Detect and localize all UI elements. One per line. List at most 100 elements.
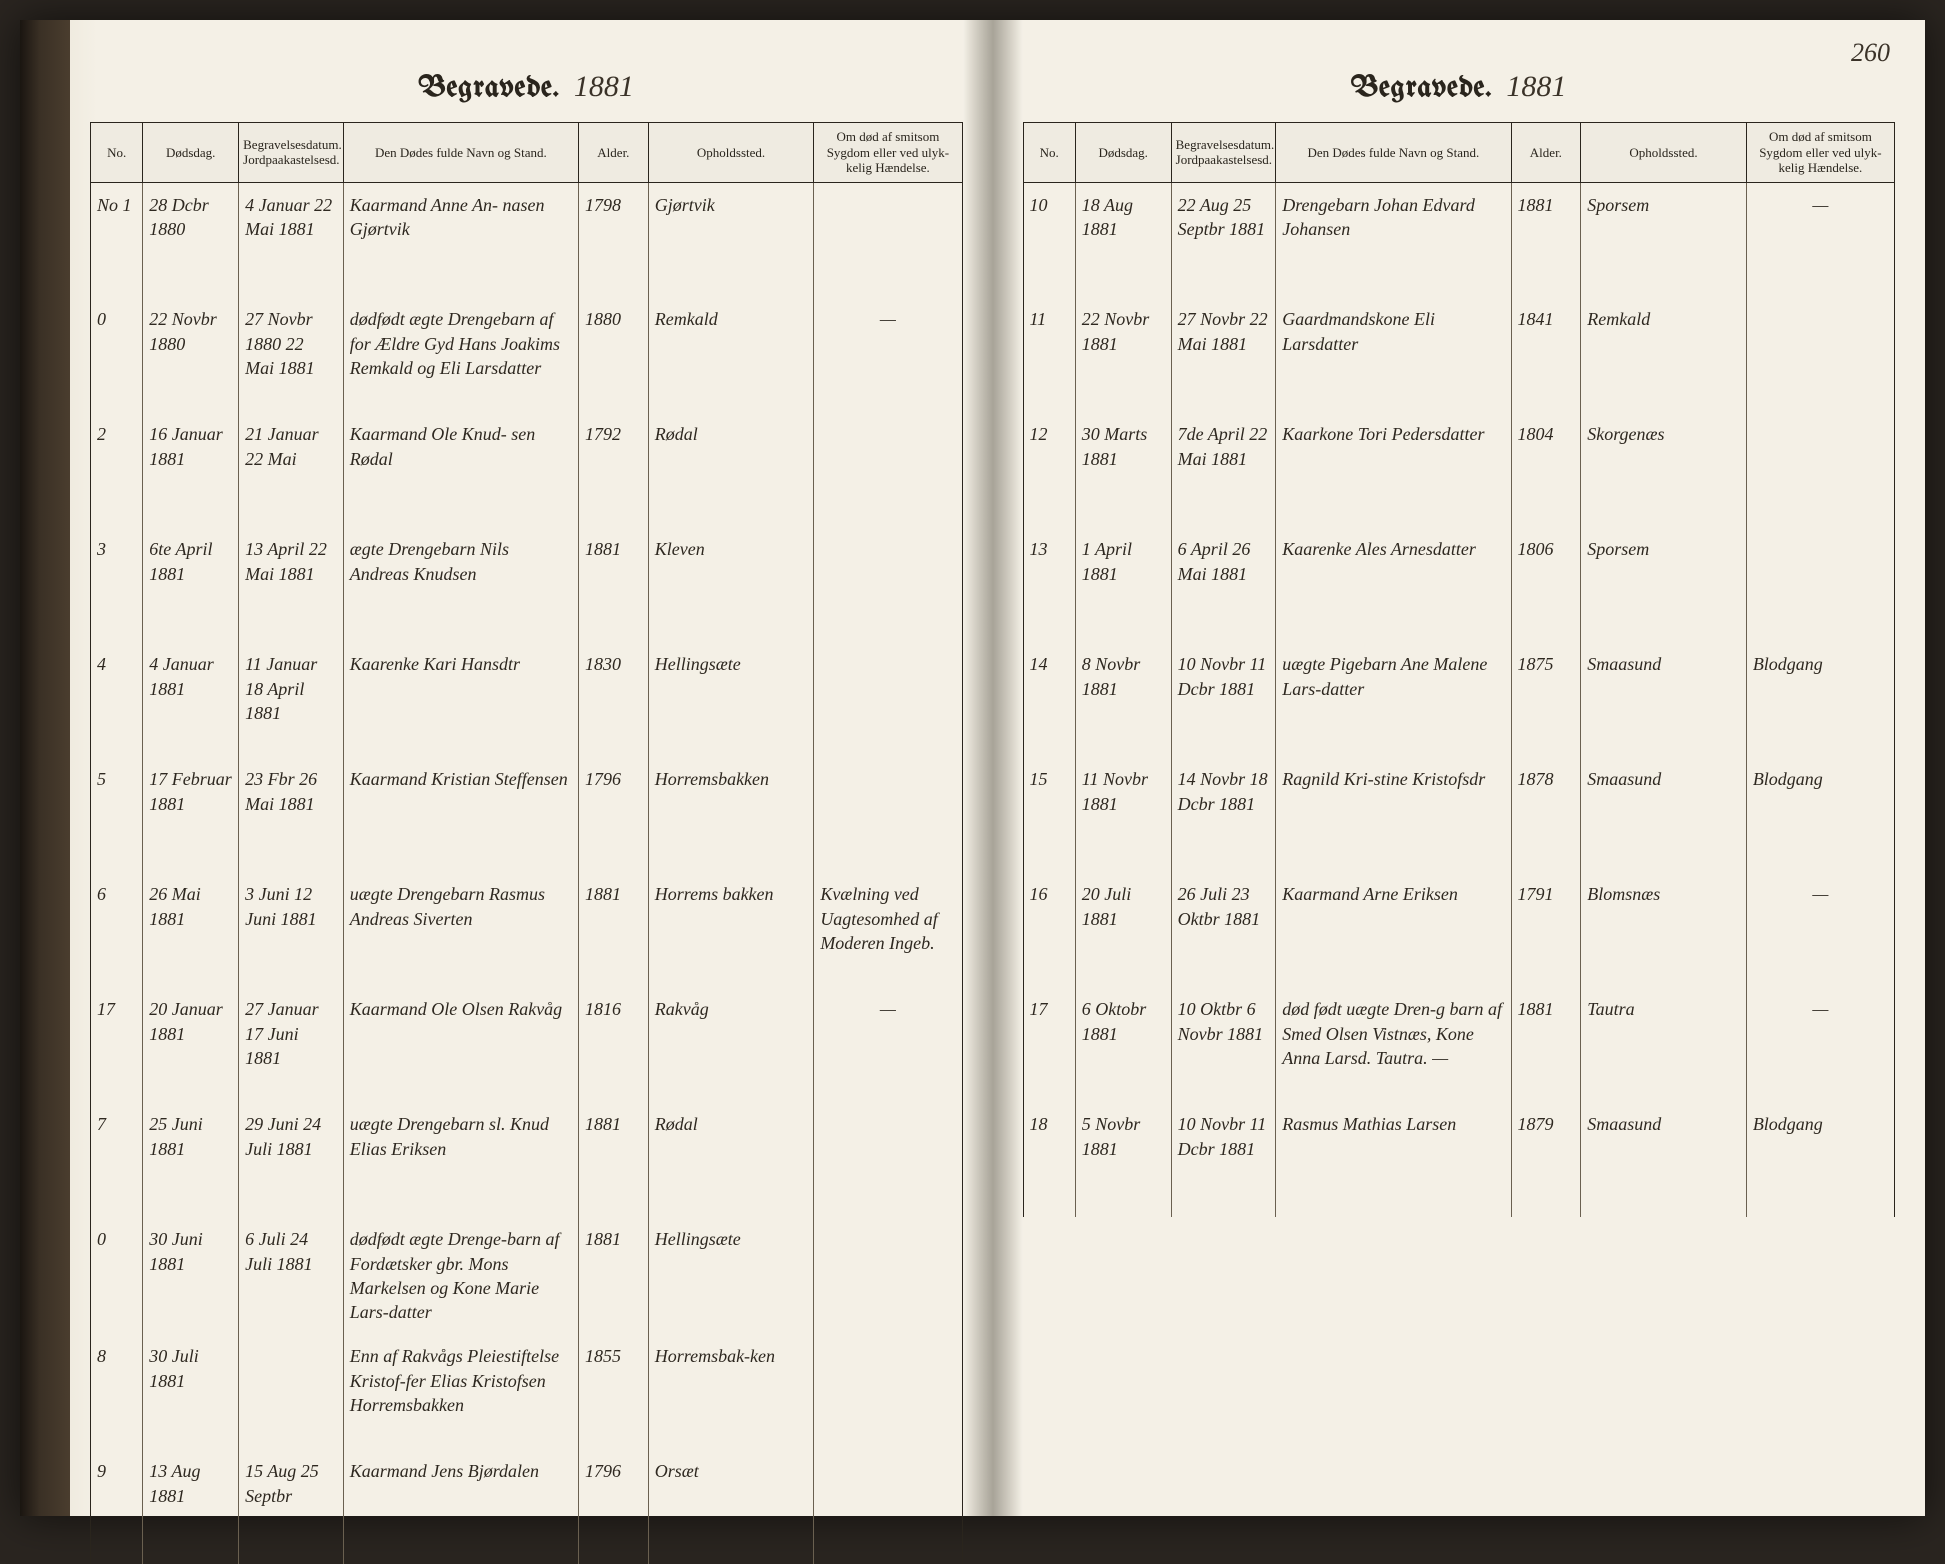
cell-name: Kaarkone Tori Pedersdatter	[1276, 412, 1511, 527]
page-title-row: Begravede. 1881	[1023, 70, 1896, 104]
cell-place: Smaasund	[1581, 1102, 1747, 1217]
cell-no: 18	[1023, 1102, 1075, 1217]
table-row: 1018 Aug 188122 Aug 25 Septbr 1881Drenge…	[1023, 182, 1895, 297]
cell-age: 1798	[579, 182, 649, 297]
cell-burialdate: 6 Juli 24 Juli 1881	[239, 1217, 344, 1334]
cell-name: ægte Drengebarn Nils Andreas Knudsen	[343, 527, 578, 642]
cell-note: —	[1746, 872, 1894, 987]
col-begrav: Begravelsesdatum. Jordpaakastelsesd.	[239, 123, 344, 183]
cell-note	[814, 642, 962, 757]
cell-place: Hellingsæte	[648, 1217, 814, 1334]
col-begrav: Begravelsesdatum. Jordpaakastelsesd.	[1171, 123, 1276, 183]
cell-name: Kaarenke Ales Arnesdatter	[1276, 527, 1511, 642]
table-row: 1122 Novbr 188127 Novbr 22 Mai 1881Gaard…	[1023, 297, 1895, 412]
cell-place: Horremsbak-ken	[648, 1334, 814, 1449]
table-row: 148 Novbr 188110 Novbr 11 Dcbr 1881uægte…	[1023, 642, 1895, 757]
col-opholds: Opholdssted.	[1581, 123, 1747, 183]
cell-name: uægte Drengebarn Rasmus Andreas Siverten	[343, 872, 578, 987]
table-row: 913 Aug 188115 Aug 25 SeptbrKaarmand Jen…	[91, 1449, 963, 1564]
cell-age: 1875	[1511, 642, 1581, 757]
cell-note	[814, 1102, 962, 1217]
cell-no: 9	[91, 1449, 143, 1564]
cell-age: 1881	[579, 1102, 649, 1217]
cell-place: Sporsem	[1581, 182, 1747, 297]
table-row: 1230 Marts 18817de April 22 Mai 1881Kaar…	[1023, 412, 1895, 527]
cell-burialdate: 10 Novbr 11 Dcbr 1881	[1171, 642, 1276, 757]
cell-deathdate: 25 Juni 1881	[143, 1102, 239, 1217]
col-navn: Den Dødes fulde Navn og Stand.	[343, 123, 578, 183]
cell-age: 1791	[1511, 872, 1581, 987]
cell-note: —	[1746, 987, 1894, 1102]
cell-note: —	[814, 297, 962, 412]
cell-deathdate: 5 Novbr 1881	[1075, 1102, 1171, 1217]
cell-place: Hellingsæte	[648, 642, 814, 757]
cell-note: Blodgang	[1746, 757, 1894, 872]
cell-burialdate: 26 Juli 23 Oktbr 1881	[1171, 872, 1276, 987]
cell-no: 5	[91, 757, 143, 872]
header-row: No. Dødsdag. Begravelsesdatum. Jordpaaka…	[91, 123, 963, 183]
table-row: 1720 Januar 188127 Januar 17 Juni 1881Ka…	[91, 987, 963, 1102]
cell-no: 14	[1023, 642, 1075, 757]
cell-name: Kaarmand Arne Eriksen	[1276, 872, 1511, 987]
cell-place: Orsæt	[648, 1449, 814, 1564]
cell-place: Tautra	[1581, 987, 1747, 1102]
cell-note	[814, 1334, 962, 1449]
title-year: 1881	[574, 70, 634, 103]
cell-name: dødfødt ægte Drenge-barn af Fordætsker g…	[343, 1217, 578, 1334]
cell-burialdate: 10 Novbr 11 Dcbr 1881	[1171, 1102, 1276, 1217]
cell-note	[814, 412, 962, 527]
cell-no: 10	[1023, 182, 1075, 297]
table-row: 022 Novbr 188027 Novbr 1880 22 Mai 1881d…	[91, 297, 963, 412]
table-row: No 128 Dcbr 18804 Januar 22 Mai 1881Kaar…	[91, 182, 963, 297]
cell-name: dødfødt ægte Drengebarn af for Ældre Gyd…	[343, 297, 578, 412]
cell-deathdate: 20 Juli 1881	[1075, 872, 1171, 987]
table-row: 725 Juni 188129 Juni 24 Juli 1881uægte D…	[91, 1102, 963, 1217]
cell-burialdate: 27 Novbr 1880 22 Mai 1881	[239, 297, 344, 412]
col-dodsdag: Dødsdag.	[1075, 123, 1171, 183]
cell-burialdate: 15 Aug 25 Septbr	[239, 1449, 344, 1564]
book-binding	[20, 20, 70, 1516]
cell-deathdate: 30 Juni 1881	[143, 1217, 239, 1334]
cell-age: 1804	[1511, 412, 1581, 527]
cell-deathdate: 4 Januar 1881	[143, 642, 239, 757]
page-number: 260	[1851, 38, 1890, 68]
col-no: No.	[91, 123, 143, 183]
col-dodsdag: Dødsdag.	[143, 123, 239, 183]
cell-age: 1881	[1511, 182, 1581, 297]
cell-place: Rakvåg	[648, 987, 814, 1102]
cell-burialdate: 10 Oktbr 6 Novbr 1881	[1171, 987, 1276, 1102]
cell-name: Kaarmand Anne An- nasen Gjørtvik	[343, 182, 578, 297]
cell-place: Remkald	[1581, 297, 1747, 412]
cell-age: 1796	[579, 757, 649, 872]
table-row: 626 Mai 18813 Juni 12 Juni 1881uægte Dre…	[91, 872, 963, 987]
cell-note	[814, 527, 962, 642]
cell-name: Ragnild Kri-stine Kristofsdr	[1276, 757, 1511, 872]
cell-note: Blodgang	[1746, 1102, 1894, 1217]
cell-no: 7	[91, 1102, 143, 1217]
cell-name: Kaarmand Ole Olsen Rakvåg	[343, 987, 578, 1102]
table-row: 1511 Novbr 188114 Novbr 18 Dcbr 1881Ragn…	[1023, 757, 1895, 872]
cell-note: Kvælning ved Uagtesomhed af Moderen Inge…	[814, 872, 962, 987]
cell-note: —	[814, 987, 962, 1102]
cell-place: Blomsnæs	[1581, 872, 1747, 987]
col-navn: Den Dødes fulde Navn og Stand.	[1276, 123, 1511, 183]
col-no: No.	[1023, 123, 1075, 183]
cell-place: Horrems bakken	[648, 872, 814, 987]
cell-place: Kleven	[648, 527, 814, 642]
cell-note	[1746, 297, 1894, 412]
cell-name: Kaarmand Kristian Steffensen	[343, 757, 578, 872]
cell-deathdate: 6 Oktobr 1881	[1075, 987, 1171, 1102]
cell-no: 15	[1023, 757, 1075, 872]
cell-note: Blodgang	[1746, 642, 1894, 757]
cell-name: Kaarmand Ole Knud- sen Rødal	[343, 412, 578, 527]
cell-age: 1881	[579, 527, 649, 642]
col-notes: Om død af smitsom Sygdom eller ved ulyk-…	[814, 123, 962, 183]
cell-note	[814, 757, 962, 872]
cell-place: Smaasund	[1581, 757, 1747, 872]
cell-burialdate: 29 Juni 24 Juli 1881	[239, 1102, 344, 1217]
cell-no: No 1	[91, 182, 143, 297]
cell-deathdate: 26 Mai 1881	[143, 872, 239, 987]
cell-name: Enn af Rakvågs Pleiestiftelse Kristof-fe…	[343, 1334, 578, 1449]
cell-note	[814, 1449, 962, 1564]
cell-deathdate: 1 April 1881	[1075, 527, 1171, 642]
